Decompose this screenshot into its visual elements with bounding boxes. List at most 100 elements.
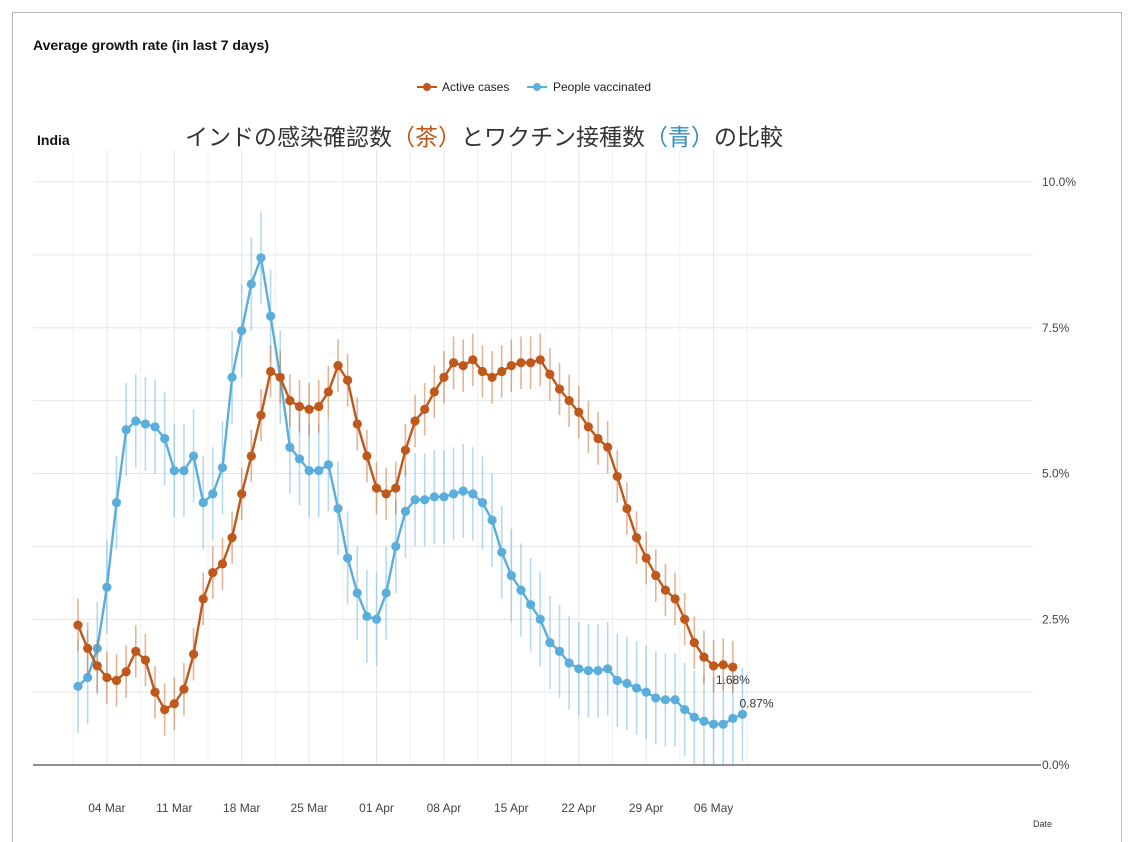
data-point [439,372,449,382]
data-point [188,451,199,461]
data-point [371,614,382,624]
data-point [728,662,738,672]
data-point [554,646,565,656]
data-point [583,422,593,432]
data-point [468,355,478,365]
data-point [314,465,324,476]
data-point [237,326,247,336]
data-point [208,489,218,499]
y-tick-label: 2.5% [1042,612,1070,626]
data-point [102,582,112,592]
data-point [314,401,324,412]
data-point [631,533,642,543]
series-layer: 0.87% 1.68% [73,211,774,765]
data-point [708,719,719,729]
data-point [323,460,333,470]
legend-label-active-cases: Active cases [442,80,509,94]
data-point [506,570,516,581]
data-point [131,416,141,426]
data-point [737,709,748,719]
data-point [333,361,343,371]
data-point [689,637,699,648]
legend-swatch-marker-people-vaccinated [533,83,541,91]
chart-title: Average growth rate (in last 7 days) [33,37,269,53]
data-point [545,369,555,379]
data-point [680,614,690,624]
data-point [564,658,574,668]
data-point [718,660,728,670]
data-point [121,425,131,435]
data-point [660,585,671,595]
data-point [631,683,642,693]
data-point [256,410,266,420]
x-axis-label: Date [1033,819,1052,829]
data-point [246,451,256,461]
chart-frame [12,12,1122,842]
data-point [410,416,420,426]
data-point [343,553,353,563]
data-point [612,675,622,686]
data-point [400,506,411,516]
data-point [169,699,179,709]
data-point [497,366,507,377]
data-point [150,422,160,432]
data-point [140,419,151,429]
data-point [487,515,497,525]
data-point [294,401,305,412]
legend-label-people-vaccinated: People vaccinated [553,80,651,94]
data-point [381,588,391,598]
data-point [622,678,632,688]
data-point [323,387,333,397]
data-point [526,600,536,610]
x-tick-label: 01 Apr [359,801,394,815]
data-point [516,585,526,595]
data-point [73,620,83,630]
data-point [603,442,613,452]
x-tick-label: 04 Mar [88,801,125,815]
data-point [458,486,468,496]
data-point [497,547,507,557]
data-point [294,454,305,464]
end-value-label: 1.68% [716,673,750,687]
x-tick-label: 22 Apr [561,801,596,815]
data-point [477,498,488,508]
data-point [275,372,285,382]
x-tick-label: 11 Mar [156,801,192,815]
data-point [400,445,411,455]
data-point [477,366,488,377]
data-point [670,594,680,604]
data-point [304,465,314,476]
data-point [102,672,112,683]
series-people-vaccinated: 0.87% [73,211,774,765]
data-point [352,419,362,429]
data-point [266,311,276,321]
data-point [535,614,545,624]
annotation-brown-tag: （茶） [392,125,461,151]
y-tick-label: 7.5% [1042,321,1070,335]
data-point [266,366,276,377]
data-point [362,451,372,461]
data-point [150,687,160,697]
data-point [641,553,651,563]
data-point [111,675,122,686]
data-point [593,433,603,444]
data-point [680,705,690,715]
data-point [256,253,266,263]
data-point [92,643,102,654]
data-point [545,637,555,648]
data-point [179,465,189,476]
data-point [574,664,584,674]
data-point [352,588,362,598]
annotation-middle: とワクチン接種数 [461,125,645,151]
data-point [83,672,93,683]
data-point [420,404,430,414]
y-tick-label: 10.0% [1042,175,1076,189]
data-point [381,489,391,499]
legend[interactable]: Active cases People vaccinated [417,80,651,94]
data-point [208,568,218,578]
x-tick-label: 18 Mar [223,801,260,815]
data-point [506,361,516,371]
data-point [526,358,536,368]
data-point [574,407,584,417]
data-point [689,712,699,722]
